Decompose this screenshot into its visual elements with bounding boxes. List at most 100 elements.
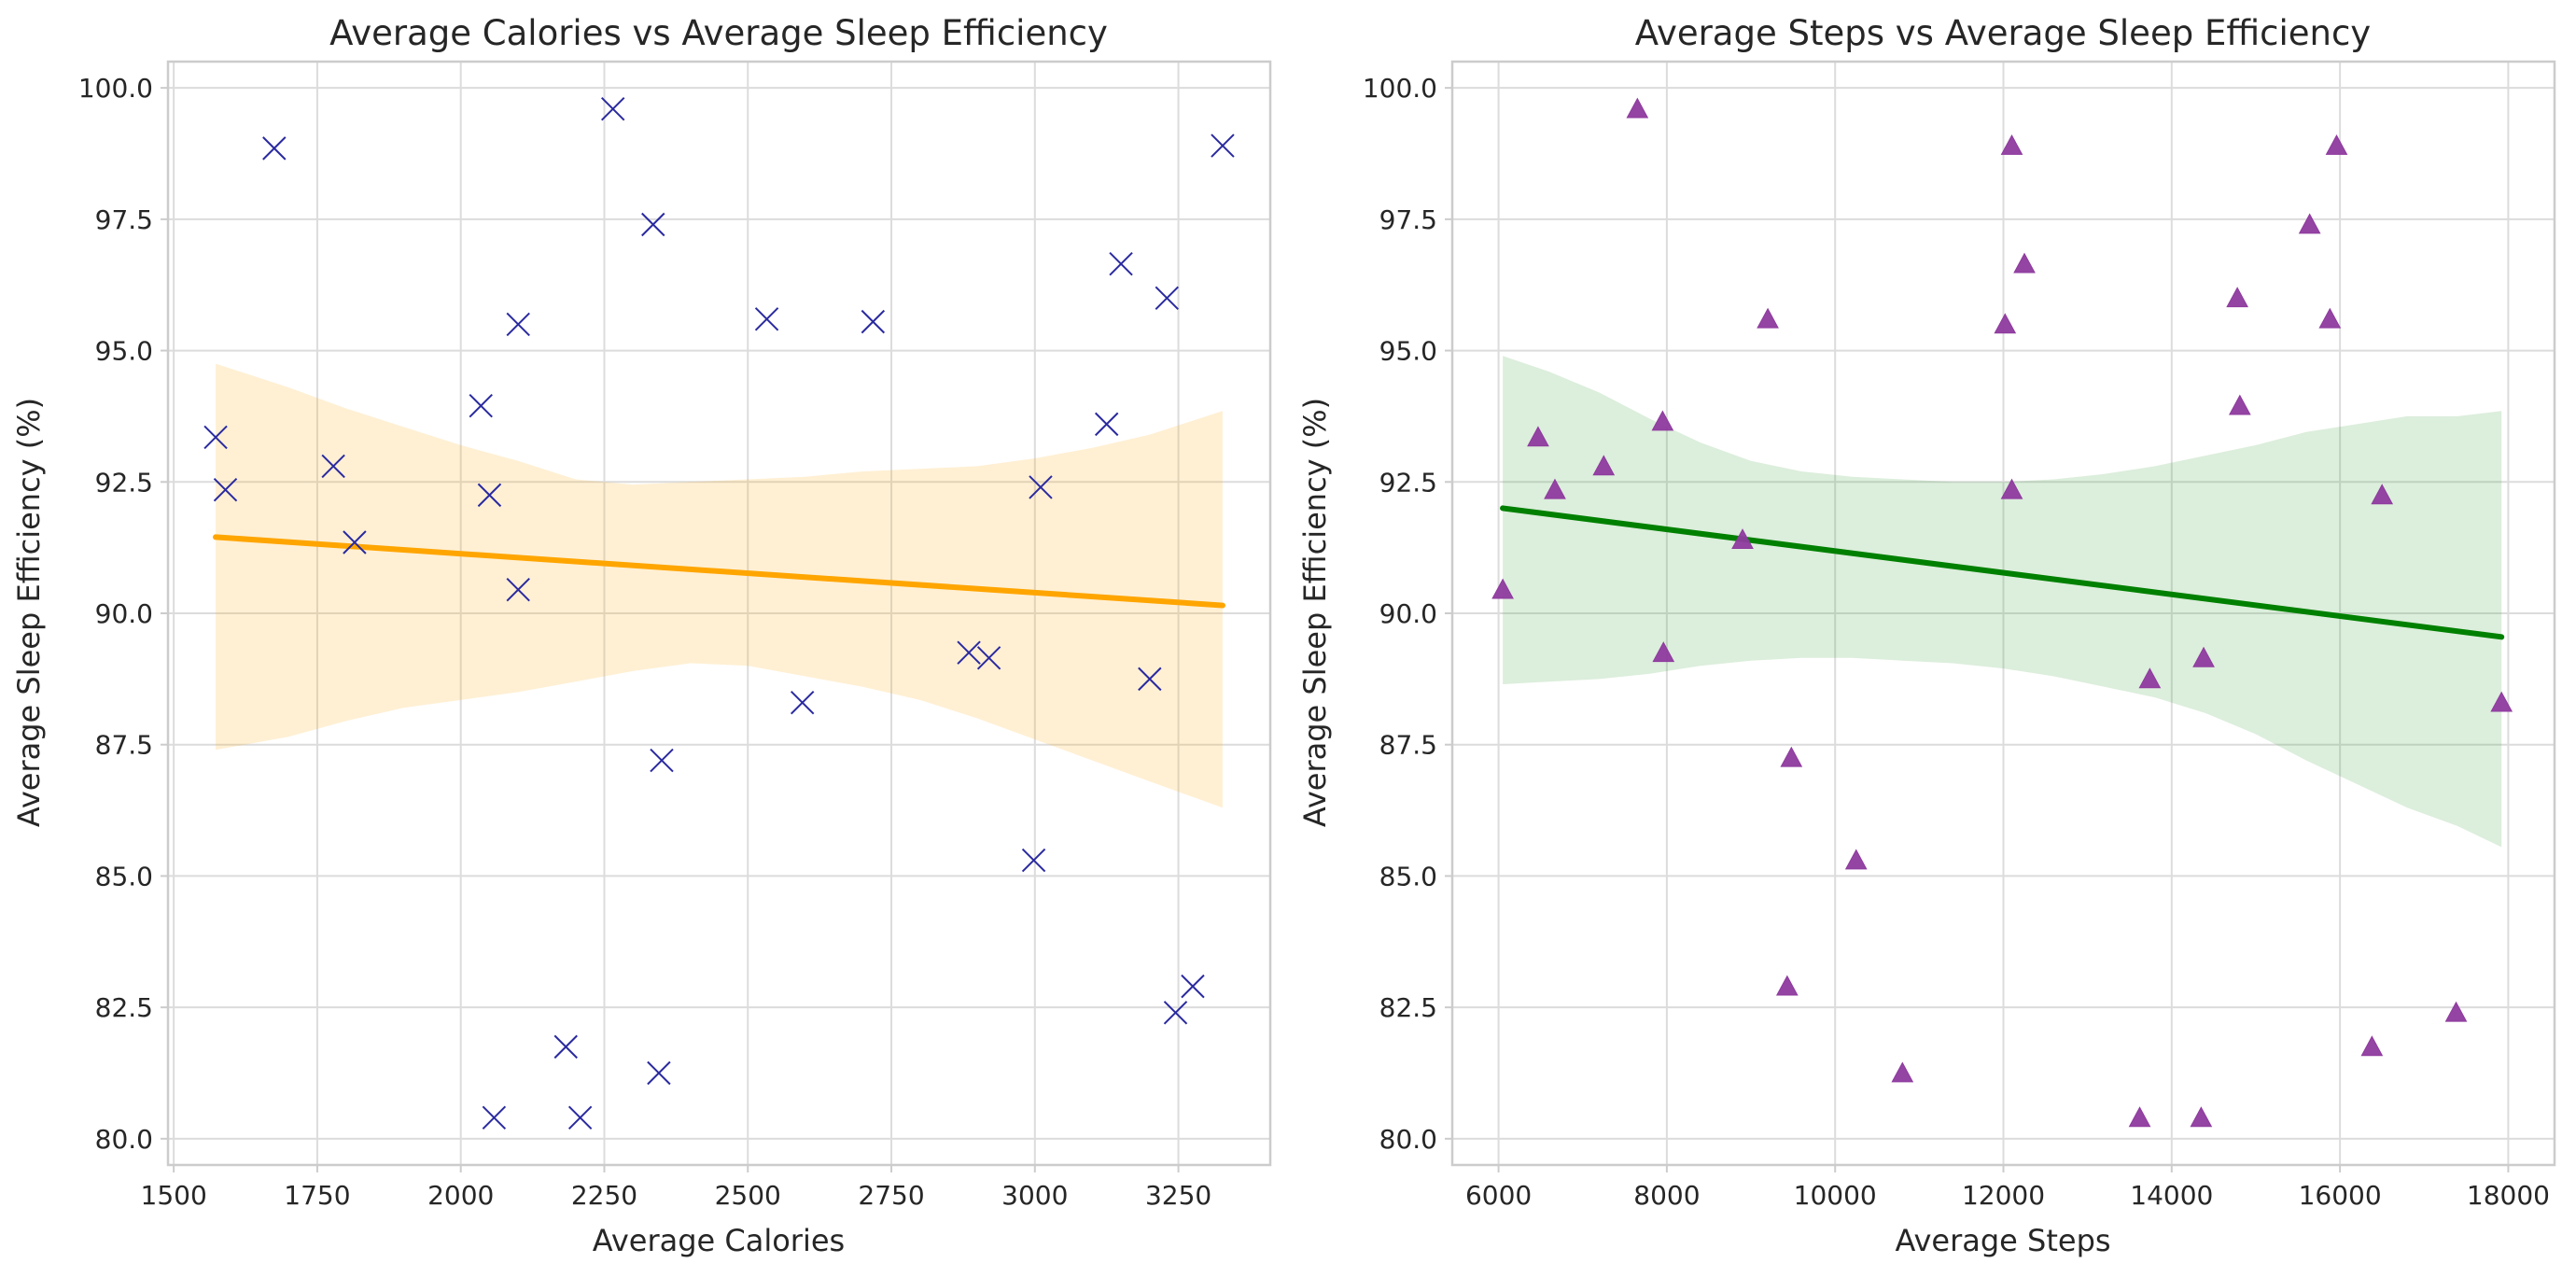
x-tick-label: 1500 xyxy=(141,1180,207,1211)
y-tick-label: 85.0 xyxy=(1379,861,1437,891)
y-tick-label: 92.5 xyxy=(1379,467,1437,498)
x-axis-label: Average Steps xyxy=(1895,1223,2110,1258)
x-tick-label: 6000 xyxy=(1465,1180,1532,1211)
y-tick-label: 100.0 xyxy=(78,73,153,104)
data-point xyxy=(1138,667,1162,692)
data-point xyxy=(861,309,886,334)
data-point xyxy=(1731,528,1754,550)
data-point xyxy=(2192,646,2215,667)
grid xyxy=(1445,62,2555,1172)
data-point xyxy=(506,312,530,337)
data-point xyxy=(213,478,238,502)
x-tick-label: 3000 xyxy=(1001,1180,1068,1211)
chart-title: Average Calories vs Average Sleep Effici… xyxy=(329,13,1108,53)
y-tick-label: 80.0 xyxy=(95,1124,153,1155)
x-tick-label: 8000 xyxy=(1633,1180,1700,1211)
x-tick-label: 1750 xyxy=(284,1180,350,1211)
x-tick-label: 10000 xyxy=(1794,1180,1877,1211)
data-point xyxy=(2298,213,2321,234)
data-point xyxy=(790,690,815,715)
data-point xyxy=(1155,286,1179,310)
y-tick-label: 87.5 xyxy=(95,730,153,761)
data-point xyxy=(1757,307,1779,329)
data-point xyxy=(2013,252,2036,274)
data-point xyxy=(1775,975,1799,996)
chart-title: Average Steps vs Average Sleep Efficienc… xyxy=(1635,13,2371,53)
data-point xyxy=(1891,1061,1914,1083)
data-point xyxy=(641,212,665,237)
y-tick-label: 100.0 xyxy=(1363,73,1437,104)
data-point xyxy=(1491,578,1514,599)
data-point xyxy=(2371,484,2394,505)
data-point xyxy=(1994,313,2017,334)
x-tick-label: 16000 xyxy=(2299,1180,2382,1211)
regression-line xyxy=(213,534,1225,609)
data-point xyxy=(1181,974,1205,999)
data-point xyxy=(2360,1035,2384,1057)
y-tick-label: 87.5 xyxy=(1379,730,1437,761)
data-point xyxy=(1544,478,1566,499)
data-points xyxy=(1491,97,2513,1128)
data-point xyxy=(2228,394,2251,415)
data-point xyxy=(2490,691,2513,712)
data-point xyxy=(2000,478,2023,499)
y-tick-label: 82.5 xyxy=(95,992,153,1023)
data-point xyxy=(600,96,625,121)
y-tick-label: 95.0 xyxy=(1379,336,1437,367)
y-axis-label: Average Sleep Efficiency (%) xyxy=(11,398,47,827)
steps-scatter-panel: Average Steps vs Average Sleep Efficienc… xyxy=(1297,13,2556,1258)
data-point xyxy=(1527,426,1549,447)
data-point xyxy=(553,1034,578,1059)
data-point xyxy=(469,393,493,418)
data-point xyxy=(1094,412,1119,437)
plot-frame xyxy=(1450,60,2556,1167)
data-points xyxy=(203,96,1235,1130)
data-point xyxy=(976,646,1001,670)
data-point xyxy=(1651,410,1674,431)
x-tick-label: 12000 xyxy=(1962,1180,2045,1211)
data-point xyxy=(1592,455,1616,476)
y-tick-label: 90.0 xyxy=(95,598,153,629)
data-point xyxy=(506,577,530,602)
data-point xyxy=(343,530,367,554)
data-point xyxy=(647,1060,671,1086)
data-point xyxy=(2000,134,2023,155)
data-point xyxy=(1029,475,1053,499)
regression-line xyxy=(1500,505,2505,640)
data-point xyxy=(321,454,345,479)
data-point xyxy=(1780,746,1803,767)
x-tick-label: 2000 xyxy=(427,1180,494,1211)
data-point xyxy=(477,483,502,508)
x-tick-label: 14000 xyxy=(2130,1180,2213,1211)
data-point xyxy=(1109,251,1133,276)
data-point xyxy=(2325,134,2348,155)
data-point xyxy=(262,136,287,161)
x-tick-label: 18000 xyxy=(2467,1180,2550,1211)
data-point xyxy=(1844,849,1868,870)
confidence-band xyxy=(216,363,1223,808)
data-point xyxy=(567,1105,593,1130)
data-point xyxy=(2226,287,2248,308)
x-axis-label: Average Calories xyxy=(593,1223,845,1258)
data-point xyxy=(650,748,674,773)
x-tick-label: 2750 xyxy=(858,1180,924,1211)
data-point xyxy=(2190,1106,2213,1128)
x-tick-label: 2250 xyxy=(571,1180,637,1211)
data-point xyxy=(1163,1001,1188,1025)
grid xyxy=(161,62,1270,1172)
data-point xyxy=(2444,1001,2468,1022)
data-point xyxy=(1626,97,1649,119)
y-tick-label: 97.5 xyxy=(1379,204,1437,235)
data-point xyxy=(482,1105,507,1130)
x-tick-label: 3250 xyxy=(1145,1180,1211,1211)
calories-scatter-panel: Average Calories vs Average Sleep Effici… xyxy=(11,13,1272,1258)
data-point xyxy=(754,307,779,331)
data-point xyxy=(2128,1106,2151,1128)
y-axis-label: Average Sleep Efficiency (%) xyxy=(1297,398,1333,827)
x-tick-label: 2500 xyxy=(715,1180,781,1211)
y-tick-label: 97.5 xyxy=(95,204,153,235)
data-point xyxy=(1211,133,1235,158)
y-tick-label: 80.0 xyxy=(1379,1124,1437,1155)
data-point xyxy=(203,425,228,450)
data-point xyxy=(2138,667,2162,689)
